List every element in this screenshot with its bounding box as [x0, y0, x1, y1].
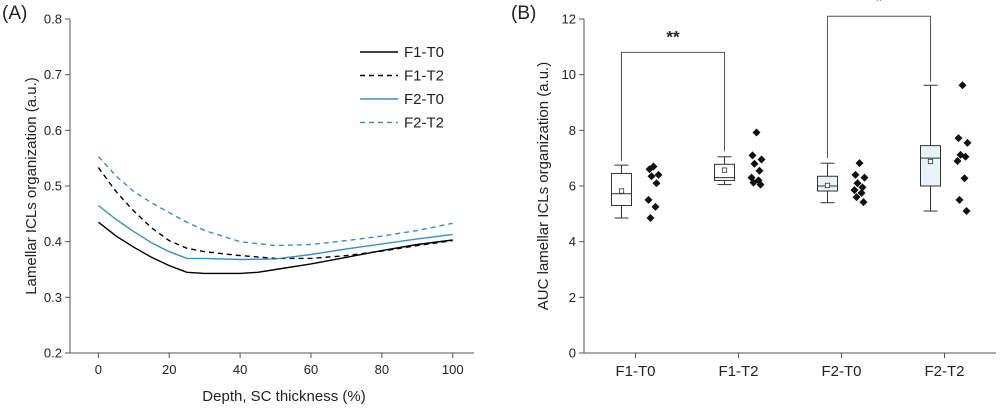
panel-a-x-tick-label: 40: [233, 362, 247, 377]
panel-a-x-tick-label: 60: [304, 362, 318, 377]
box-group-f1-t2: [714, 128, 766, 189]
significance-bracket: [621, 51, 725, 161]
data-point: [646, 214, 655, 223]
data-point: [757, 155, 766, 164]
panel-b-y-tick-label: 0: [569, 346, 576, 361]
legend-label: F1-T2: [404, 68, 444, 85]
panel-b-y-tick-label: 6: [569, 179, 576, 194]
panel-b-label: (B): [511, 3, 536, 24]
box-mean-marker: [824, 182, 831, 189]
data-point: [850, 186, 859, 195]
panel-b-y-tick-label: 12: [562, 12, 576, 27]
data-point: [961, 152, 970, 161]
legend-label: F2-T2: [404, 115, 444, 132]
data-point: [851, 170, 860, 179]
panel-a-y-tick-label: 0.6: [44, 123, 62, 138]
box-mean-marker: [618, 188, 625, 194]
panel-a-legend: F1-T0 F1-T2 F2-T0 F2-T2: [360, 44, 444, 132]
data-point: [855, 159, 864, 168]
panel-a-y-tick-label: 0.4: [44, 234, 62, 249]
data-point: [749, 178, 758, 187]
box-mean-marker: [721, 167, 728, 173]
box-group-f2-t0: [817, 159, 869, 207]
series-line-f1-t0: [97, 221, 453, 275]
data-point: [860, 173, 869, 182]
significance-label: **: [666, 27, 680, 46]
data-point: [858, 183, 867, 192]
panel-b-y-tick-label: 8: [569, 123, 576, 138]
panel-b-category-label: F1-T2: [718, 363, 758, 380]
data-point: [953, 156, 962, 165]
panel-b: (B) AUC lamellar ICLs organization (a.u.…: [511, 0, 996, 380]
panel-a-x-tick-label: 80: [375, 362, 389, 377]
data-point: [748, 151, 757, 160]
panel-a-label: (A): [2, 3, 27, 24]
data-point: [644, 195, 653, 204]
data-point: [750, 159, 759, 168]
legend-label: F1-T0: [404, 44, 444, 61]
data-point: [647, 172, 656, 181]
panel-b-y-tick-label: 10: [562, 67, 576, 82]
box-mean-marker: [927, 158, 934, 165]
data-point: [857, 188, 866, 197]
data-point: [853, 179, 862, 188]
data-point: [962, 207, 971, 216]
data-point: [756, 180, 765, 189]
data-point: [752, 128, 761, 137]
box-group-f1-t0: [611, 162, 663, 223]
panel-a-y-tick-label: 0.5: [44, 179, 62, 194]
significance-label: *: [876, 0, 883, 10]
data-point: [852, 193, 861, 202]
panel-a-x-tick-label: 0: [95, 362, 102, 377]
panel-b-category-label: F2-T0: [821, 363, 861, 380]
data-point: [755, 166, 764, 175]
panel-a-x-tick-label: 100: [442, 362, 464, 377]
significance-bracket: [827, 15, 931, 159]
panel-b-category-label: F2-T2: [924, 363, 964, 380]
panel-a-y-tick-label: 0.8: [44, 12, 62, 27]
panel-b-y-tick-label: 4: [569, 234, 576, 249]
panel-a: (A) Lamellar ICLs organization (a.u.) De…: [2, 3, 474, 405]
panel-a-y-axis-title: Lamellar ICLs organization (a.u.): [23, 77, 40, 295]
data-point: [960, 174, 969, 183]
panel-b-y-tick-label: 2: [569, 290, 576, 305]
data-point: [958, 81, 967, 90]
panel-a-x-axis-title: Depth, SC thickness (%): [202, 388, 365, 405]
data-point: [954, 134, 963, 143]
data-point: [651, 202, 660, 211]
panel-a-y-tick-label: 0.7: [44, 67, 62, 82]
data-point: [645, 165, 654, 174]
panel-a-x-tick-label: 20: [162, 362, 176, 377]
data-point: [859, 198, 868, 207]
panel-a-y-tick-label: 0.2: [44, 346, 62, 361]
box-group-f2-t2: [920, 81, 972, 216]
series-line-f1-t2: [97, 167, 453, 260]
legend-label: F2-T0: [404, 91, 444, 108]
box-iqr: [920, 145, 941, 187]
data-point: [652, 179, 661, 188]
panel-b-category-label: F1-T0: [615, 363, 655, 380]
data-point: [955, 195, 964, 204]
series-line-f2-t0: [97, 204, 453, 261]
panel-b-y-axis-title: AUC lamellar ICLs organization (a.u.): [535, 62, 552, 310]
panel-a-y-tick-label: 0.3: [44, 290, 62, 305]
series-line-f2-t2: [97, 156, 453, 247]
data-point: [654, 170, 663, 179]
data-point: [963, 138, 972, 147]
